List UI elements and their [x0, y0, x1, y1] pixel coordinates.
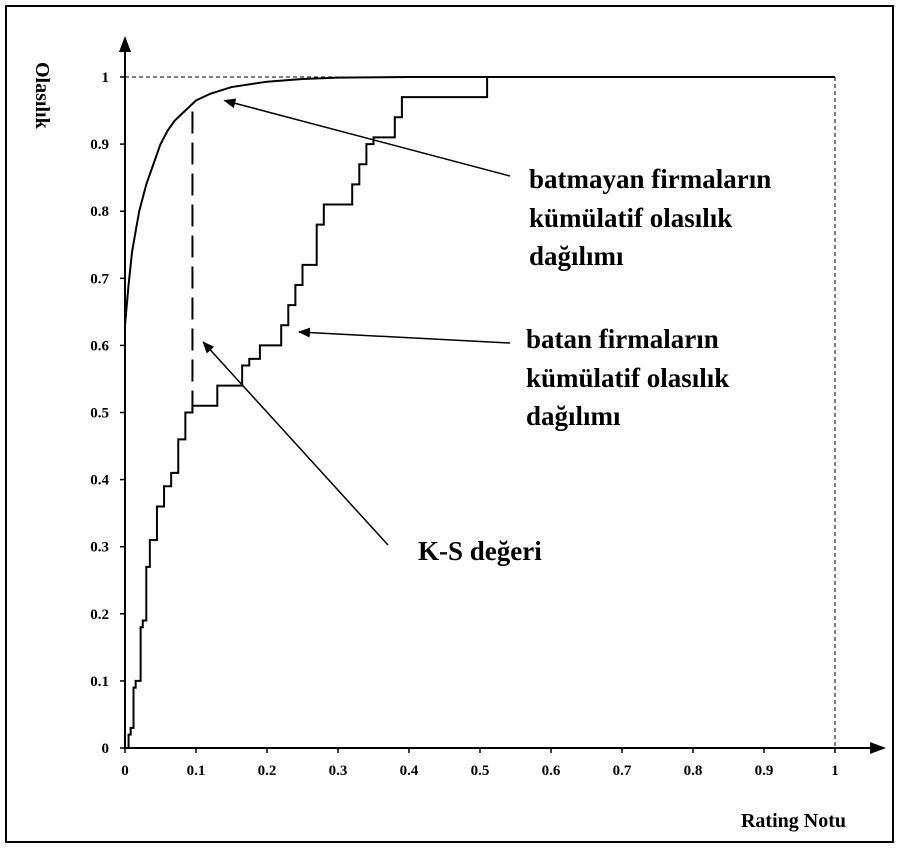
x-tick-label: 0.1: [187, 763, 206, 779]
y-tick-label: 0.8: [90, 204, 109, 220]
x-tick-label: 0.8: [684, 763, 703, 779]
annotation-batmayan: batmayan firmaların kümülatif olasılık d…: [529, 164, 771, 271]
x-tick-label: 0: [121, 763, 129, 779]
x-tick-label: 0.3: [329, 763, 348, 779]
annotation-arrows: [202, 98, 511, 546]
series-layer: [124, 76, 835, 749]
y-tick-label: 0: [102, 741, 110, 757]
annotation-batan-line-1: batan firmaların: [526, 324, 719, 354]
y-tick-label: 0.9: [90, 137, 109, 153]
annotation-batmayan-line-2: kümülatif olasılık: [529, 203, 732, 233]
x-axis-ticks: 0 0.1 0.2 0.3 0.4 0.5 0.6 0.7 0.8 0.9 1: [121, 748, 839, 779]
x-tick-label: 0.9: [755, 763, 774, 779]
x-tick-label: 0.7: [613, 763, 632, 779]
y-tick-label: 0.2: [90, 607, 109, 623]
annotation-batan-line-3: dağılımı: [526, 401, 621, 431]
x-tick-label: 0.4: [400, 763, 419, 779]
annotation-ks-label: K-S değeri: [418, 536, 542, 566]
y-tick-label: 1: [102, 70, 110, 86]
arrow-batan: [297, 327, 511, 344]
x-axis-arrow-icon: [870, 742, 886, 754]
y-tick-label: 0.4: [90, 473, 109, 489]
annotation-batan: batan firmaların kümülatif olasılık dağı…: [526, 324, 729, 431]
chart-frame: [5, 5, 894, 843]
x-tick-label: 0.5: [471, 763, 490, 779]
y-tick-label: 0.7: [90, 271, 109, 287]
arrow-ks: [202, 341, 389, 546]
series-line-batmayan: [124, 76, 835, 326]
y-axis-ticks: 0 0.1 0.2 0.3 0.4 0.5 0.6 0.7 0.8 0.9 1: [90, 70, 125, 757]
x-tick-label: 1: [831, 763, 839, 779]
x-axis-label: Rating Notu: [741, 810, 846, 832]
annotation-batan-line-2: kümülatif olasılık: [526, 363, 729, 393]
y-tick-label: 0.3: [90, 540, 109, 556]
y-tick-label: 0.6: [90, 338, 109, 354]
annotation-batmayan-line-1: batmayan firmaların: [529, 164, 771, 194]
y-axis-label: Olasılık: [31, 62, 53, 130]
y-tick-label: 0.1: [90, 674, 109, 690]
x-tick-label: 0.2: [258, 763, 277, 779]
x-tick-label: 0.6: [542, 763, 561, 779]
annotation-ks: K-S değeri: [418, 536, 542, 566]
annotation-batmayan-line-3: dağılımı: [529, 241, 624, 271]
axes: [119, 36, 886, 754]
arrow-batmayan: [223, 98, 511, 177]
series-line-batan: [125, 77, 489, 749]
y-tick-label: 0.5: [90, 406, 109, 422]
y-axis-arrow-icon: [119, 36, 131, 52]
